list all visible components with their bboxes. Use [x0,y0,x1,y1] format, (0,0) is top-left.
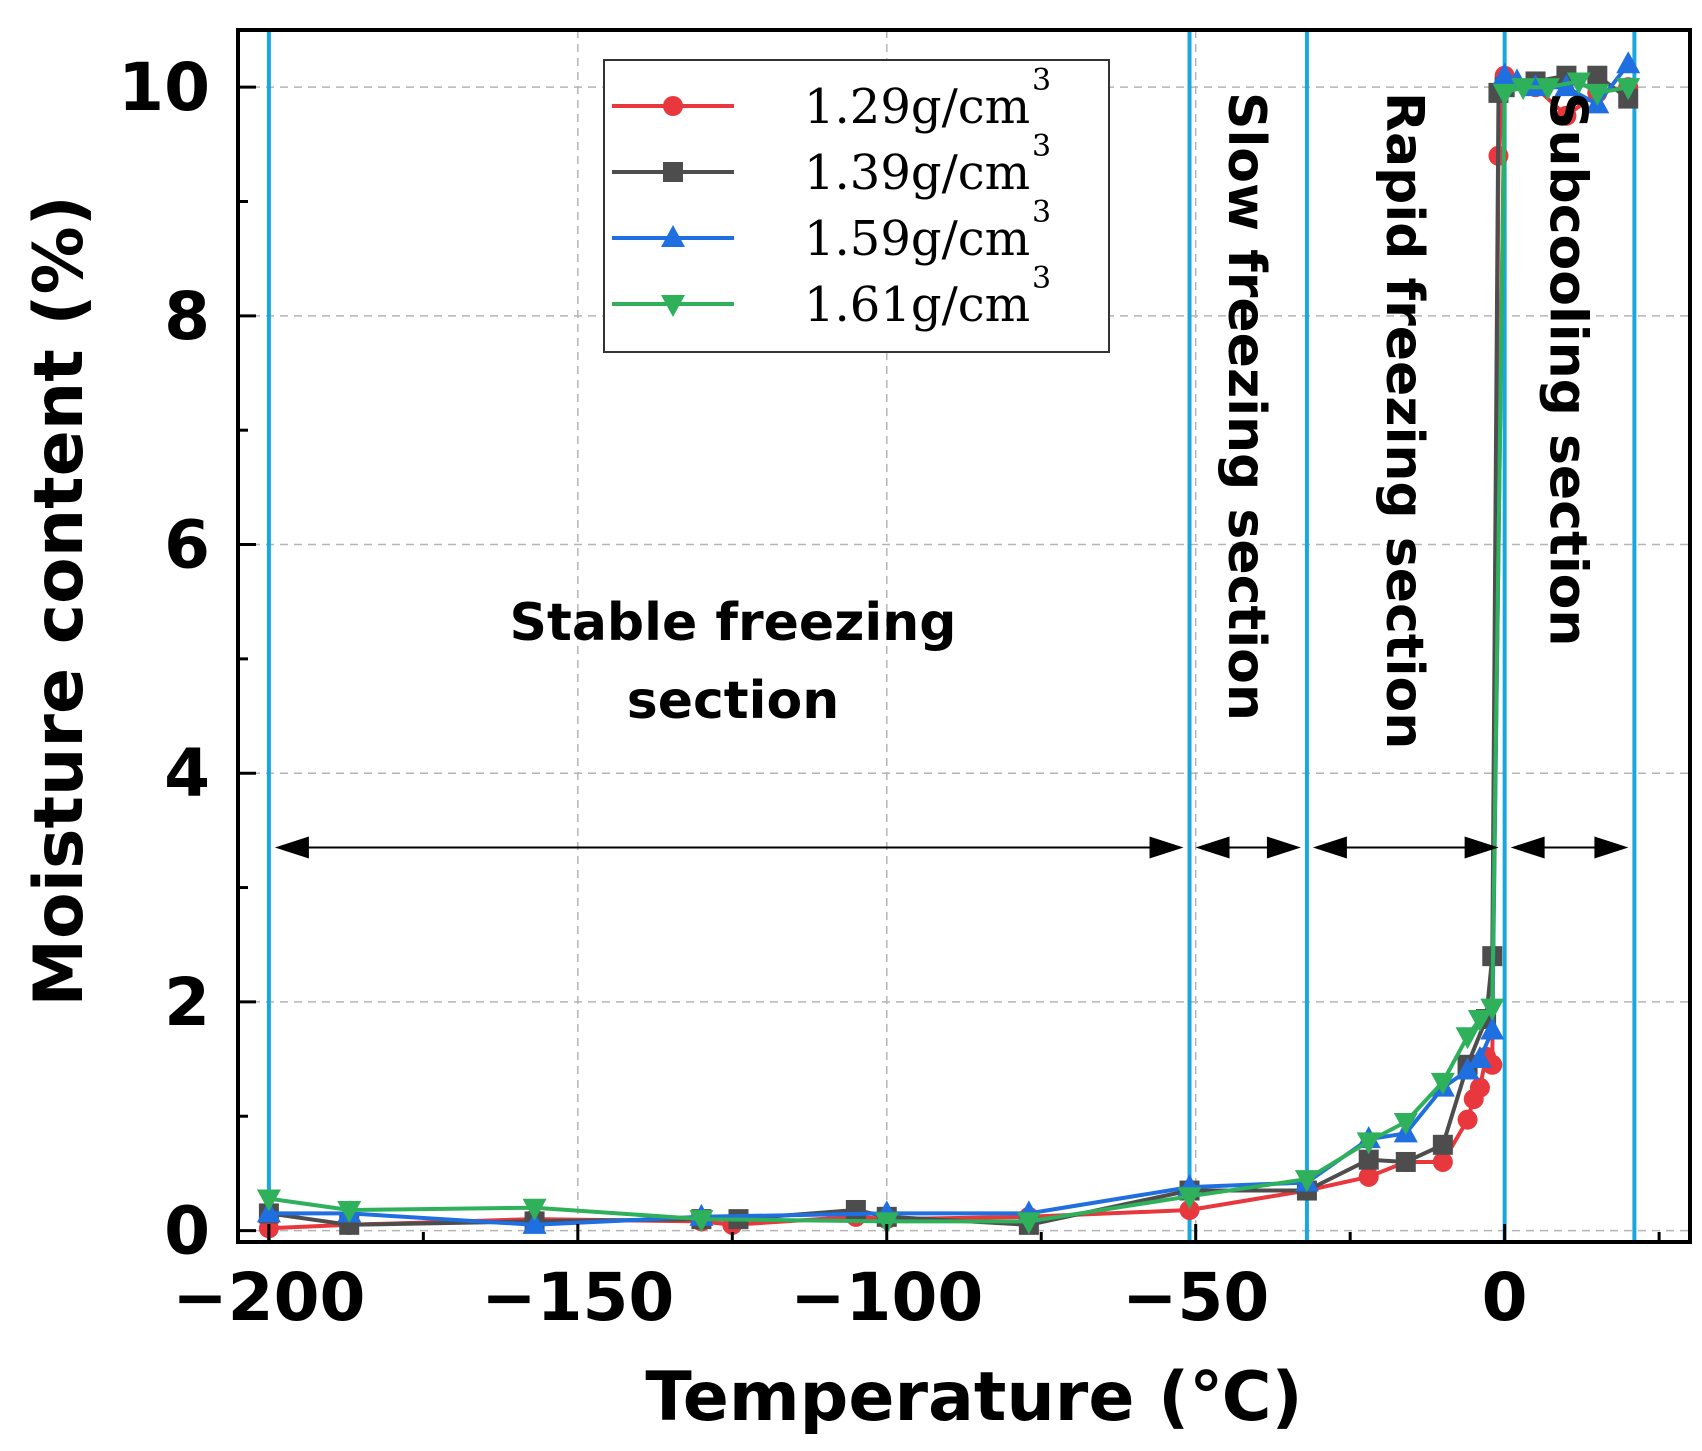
y-tick-label: 10 [118,49,210,126]
section-boundaries [266,30,1637,1242]
y-tick-label: 4 [164,735,210,812]
section-label: Stable freezing [510,593,957,653]
arrow-head-right [1594,836,1629,859]
data-point [1616,78,1641,101]
data-point [1177,1187,1202,1210]
data-point [1535,78,1560,101]
data-point [1395,1151,1416,1172]
section-arrows [274,836,1629,859]
data-point [1492,83,1517,106]
data-point [874,1212,899,1235]
data-point [1616,51,1641,74]
legend-entry: 1.59g/cm 3 [612,195,1051,267]
legend-entry: 1.29g/cm 3 [612,63,1051,135]
data-point [663,96,683,116]
data-point [1016,1212,1041,1235]
data-point [661,225,685,247]
data-point [1393,1112,1418,1135]
x-tick-label: −100 [790,1259,983,1336]
data-point [256,1189,281,1212]
data-point [1457,1109,1478,1130]
data-point [1511,78,1536,101]
legend-superscript: 3 [1032,63,1051,98]
data-point [1432,1134,1453,1155]
data-point [1455,1057,1480,1080]
section-label: Subcooling section [1538,92,1598,646]
data-point [1358,1149,1379,1170]
arrow-head-left [274,836,309,859]
data-point [1455,1027,1480,1050]
arrow-head-left [1195,836,1230,859]
data-point [1585,83,1610,106]
y-tick-label: 8 [164,278,210,355]
arrow-head-right [1464,836,1499,859]
data-point [522,1211,547,1234]
arrow-head-left [1312,836,1347,859]
plot-frame [236,28,1692,1244]
data-point [1492,62,1517,85]
data-point [337,1200,362,1223]
legend-entry: 1.39g/cm 3 [612,129,1051,201]
section-label: Slow freezing section [1216,92,1276,721]
section-arrow [1195,836,1301,859]
data-point [689,1210,714,1233]
legend-label: 1.59g/cm [804,211,1030,267]
legend: 1.29g/cm 31.39g/cm 31.59g/cm 31.61g/cm 3 [603,59,1110,353]
data-point [1467,1046,1492,1069]
data-point [1556,105,1577,126]
data-point [845,1199,866,1220]
legend-label: 1.29g/cm [804,79,1030,135]
data-point [1480,1017,1505,1040]
section-arrow [1312,836,1499,859]
legend-superscript: 3 [1032,195,1051,230]
y-tick-label: 0 [164,1193,210,1270]
data-point [1294,1170,1319,1193]
data-point [1358,1166,1379,1187]
y-tick-label: 6 [164,507,210,584]
data-point [1432,1151,1453,1172]
y-axis-title: Moisture content (%) [20,195,99,1006]
arrow-head-right [1266,836,1301,859]
axis-ticks: −200 −150 −100 −50 0 0 2 4 6 8 10 [118,49,1661,1336]
series-triangle-down [256,72,1641,1235]
section-arrow [1510,836,1629,859]
x-tick-label: −50 [1122,1259,1269,1336]
data-series [256,51,1641,1239]
data-point [1469,1077,1490,1098]
section-label: Rapid freezing section [1374,92,1434,749]
legend-entry: 1.61g/cm 3 [612,261,1051,333]
data-point [1587,65,1608,86]
y-tick-label: 2 [164,964,210,1041]
legend-label: 1.61g/cm [804,277,1030,333]
data-point [1523,74,1548,97]
legend-label: 1.39g/cm [804,145,1030,201]
legend-superscript: 3 [1032,261,1051,296]
arrow-head-left [1510,836,1545,859]
section-label: section [627,671,839,731]
x-tick-label: −150 [481,1259,674,1336]
x-tick-label: 0 [1482,1259,1528,1336]
data-point [1179,1199,1200,1220]
x-axis-title: Temperature (℃) [645,1358,1302,1437]
data-point [1356,1132,1381,1155]
x-tick-label: −200 [172,1259,365,1336]
data-point [522,1198,547,1221]
data-point [663,162,683,182]
data-point [1480,998,1505,1021]
section-labels: Stable freezing section Slow freezing sect… [510,92,1598,749]
section-arrow [274,836,1184,859]
data-point [1430,1072,1455,1095]
legend-superscript: 3 [1032,129,1051,164]
data-point [661,295,685,317]
data-point [1467,1010,1492,1033]
data-point [1566,72,1591,95]
arrow-head-right [1149,836,1184,859]
